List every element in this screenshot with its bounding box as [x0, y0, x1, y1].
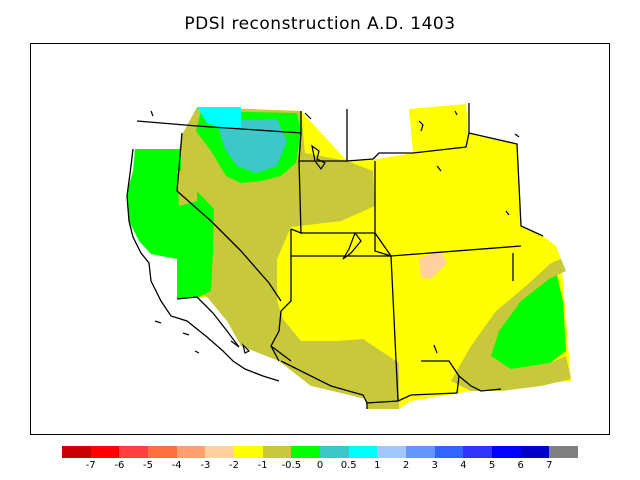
colorbar-tick-label: 4 — [460, 460, 467, 471]
colorbar-swatch — [90, 446, 120, 458]
colorbar-tick-label: -4 — [171, 460, 182, 471]
colorbar-swatch — [377, 446, 407, 458]
region-olive-coast — [177, 169, 197, 206]
colorbar-swatch — [262, 446, 292, 458]
colorbar-swatch — [520, 446, 550, 458]
colorbar-tick-label: -0.5 — [281, 460, 302, 471]
ocean-mask — [31, 44, 367, 434]
colorbar-swatch — [463, 446, 493, 458]
colorbar — [62, 446, 579, 458]
colorbar-tick-label: -5 — [143, 460, 153, 471]
colorbar-tick-label: 7 — [546, 460, 553, 471]
region-teal — [216, 119, 287, 173]
colorbar-swatch — [291, 446, 321, 458]
colorbar-tick-label: 1 — [374, 460, 381, 471]
state-borders — [136, 103, 544, 409]
colorbar-swatch — [119, 446, 149, 458]
colorbar-swatch — [176, 446, 206, 458]
colorbar-tick-label: 0 — [316, 460, 324, 471]
colorbar-tick-label: 2 — [402, 460, 410, 471]
colorbar-tick-label: -3 — [200, 460, 211, 471]
colorbar-labels: -7 -6 -5 -4 -3 -2 -1 -0.5 0 0.5 1 2 3 4 5 6 7 — [0, 460, 640, 474]
colorbar-swatch — [434, 446, 464, 458]
colorbar-tick-label: -7 — [85, 460, 96, 471]
colorbar-swatch — [320, 446, 349, 458]
colorbar-swatch — [148, 446, 177, 458]
colorbar-swatch — [205, 446, 235, 458]
region-olive-se — [451, 259, 571, 391]
colorbar-tick-label: 5 — [488, 460, 496, 471]
map-title: PDSI reconstruction A.D. 1403 — [184, 14, 456, 34]
colorbar-tick-label: -2 — [229, 460, 239, 471]
colorbar-tick-label: 0.5 — [340, 460, 357, 471]
colorbar-tick-label: 6 — [517, 460, 524, 471]
colorbar-swatch — [406, 446, 435, 458]
coastline — [126, 148, 280, 382]
region-olive — [177, 107, 399, 409]
map-frame — [30, 43, 610, 435]
colorbar-tick-label: -1 — [257, 460, 268, 471]
colorbar-swatch — [62, 446, 91, 458]
region-peach — [419, 251, 447, 279]
colorbar-swatch — [492, 446, 521, 458]
region-cyan — [197, 107, 241, 129]
lakes — [150, 110, 520, 354]
colorbar-swatch — [234, 446, 263, 458]
colorbar-swatch — [348, 446, 378, 458]
colorbar-tick-label: 3 — [431, 460, 438, 471]
gulf-mask — [177, 297, 241, 361]
region-green-se — [481, 271, 566, 371]
pdsi-map — [31, 44, 571, 434]
colorbar-tick-label: -6 — [114, 460, 125, 471]
colorbar-swatch — [549, 446, 579, 458]
